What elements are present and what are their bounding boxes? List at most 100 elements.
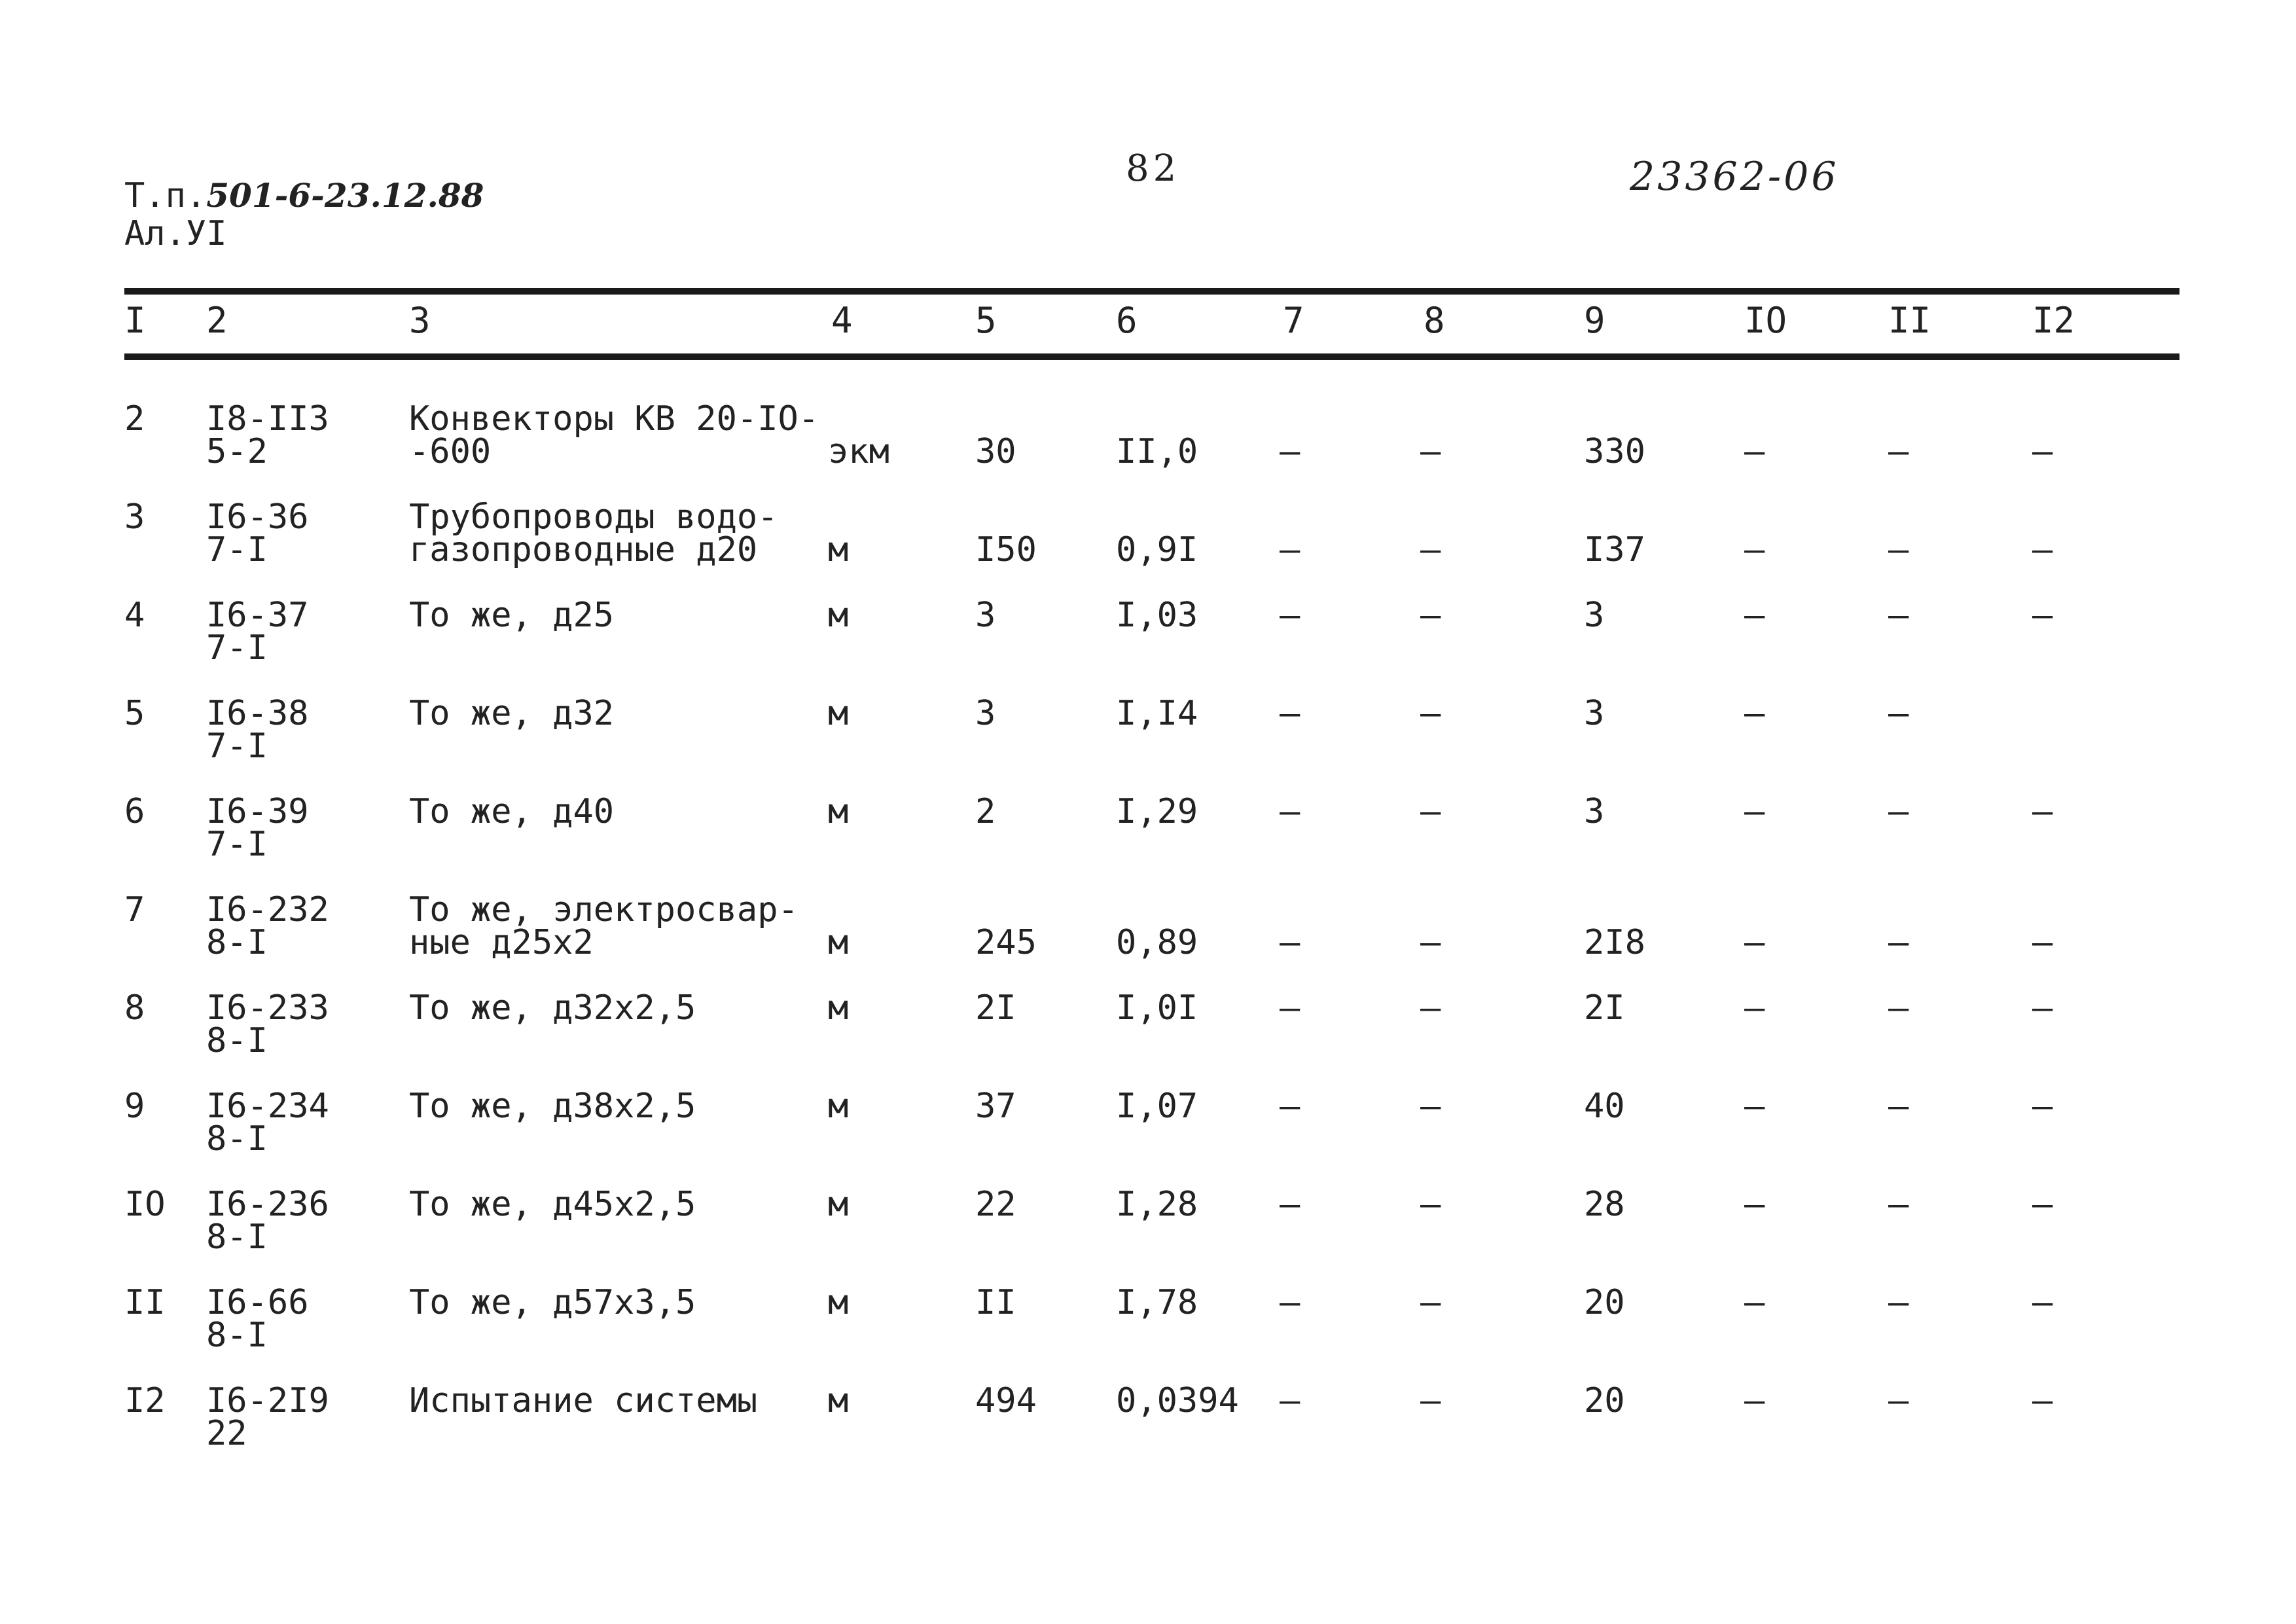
- row-col7: –: [1280, 432, 1300, 471]
- row-number: 3: [124, 497, 145, 537]
- tp-code: 501-6-23.12.88: [206, 176, 484, 215]
- row-price: I,29: [1116, 792, 1198, 831]
- row-col7: –: [1280, 988, 1300, 1028]
- col-header: 5: [975, 300, 997, 341]
- row-col9: 20: [1584, 1283, 1625, 1322]
- row-quantity: II: [975, 1283, 1016, 1322]
- row-name-line1: Трубопроводы водо-: [409, 497, 778, 537]
- row-col10: –: [1744, 694, 1765, 733]
- row-col8: –: [1420, 1381, 1441, 1420]
- row-name-line1: То же, д32х2,5: [409, 988, 696, 1028]
- row-unit: м: [828, 792, 849, 831]
- row-unit: экм: [828, 432, 889, 471]
- row-unit: м: [828, 530, 849, 569]
- row-code-line2: 7-I: [206, 628, 268, 668]
- col-header: 7: [1283, 300, 1304, 341]
- row-quantity: I50: [975, 530, 1037, 569]
- row-number: 4: [124, 596, 145, 635]
- row-name-line1: То же, д32: [409, 694, 615, 733]
- col-header: 3: [409, 300, 431, 341]
- row-unit: м: [828, 1381, 849, 1420]
- row-unit: м: [828, 923, 849, 962]
- row-code-line1: I6-38: [206, 694, 309, 733]
- row-col10: –: [1744, 988, 1765, 1028]
- col-header: 8: [1424, 300, 1445, 341]
- row-col8: –: [1420, 792, 1441, 831]
- row-col10: –: [1744, 1087, 1765, 1126]
- row-col10: –: [1744, 1381, 1765, 1420]
- row-col7: –: [1280, 1087, 1300, 1126]
- row-col12: –: [2032, 1381, 2053, 1420]
- row-col9: 28: [1584, 1185, 1625, 1224]
- row-col12: –: [2032, 792, 2053, 831]
- row-col9: I37: [1584, 530, 1645, 569]
- row-col9: 2I: [1584, 988, 1625, 1028]
- row-price: I,07: [1116, 1087, 1198, 1126]
- col-header: 4: [831, 300, 853, 341]
- tp-prefix: Т.п.: [124, 176, 207, 215]
- row-col8: –: [1420, 596, 1441, 635]
- col-header: I: [124, 300, 146, 341]
- row-quantity: 245: [975, 923, 1037, 962]
- row-quantity: 30: [975, 432, 1016, 471]
- row-code-line2: 8-I: [206, 1119, 268, 1159]
- row-quantity: 2I: [975, 988, 1016, 1028]
- row-col9: 20: [1584, 1381, 1625, 1420]
- row-name-line1: То же, д25: [409, 596, 615, 635]
- row-col11: –: [1888, 1283, 1909, 1322]
- row-col11: –: [1888, 530, 1909, 569]
- row-code-line2: 7-I: [206, 825, 268, 864]
- row-name-line2: ные д25х2: [409, 923, 594, 962]
- row-unit: м: [828, 694, 849, 733]
- row-col10: –: [1744, 596, 1765, 635]
- row-code-line1: I6-2I9: [206, 1381, 329, 1420]
- row-col7: –: [1280, 1283, 1300, 1322]
- page-number: 82: [1126, 147, 1181, 190]
- row-col9: 40: [1584, 1087, 1625, 1126]
- row-price: II,0: [1116, 432, 1198, 471]
- row-number: 8: [124, 988, 145, 1028]
- row-unit: м: [828, 596, 849, 635]
- row-name-line1: То же, электросвар-: [409, 890, 798, 929]
- row-code-line1: I6-39: [206, 792, 309, 831]
- document-reference: Т.п.501-6-23.12.88 Ал.УI: [124, 177, 484, 253]
- row-col10: –: [1744, 530, 1765, 569]
- row-col11: –: [1888, 923, 1909, 962]
- table-header-rule: [124, 353, 2179, 360]
- row-col8: –: [1420, 1283, 1441, 1322]
- row-name-line1: Испытание системы: [409, 1381, 758, 1420]
- row-col11: –: [1888, 1185, 1909, 1224]
- row-col8: –: [1420, 432, 1441, 471]
- row-col8: –: [1420, 530, 1441, 569]
- col-header: II: [1888, 300, 1931, 341]
- row-col8: –: [1420, 1087, 1441, 1126]
- row-number: 9: [124, 1087, 145, 1126]
- row-col11: –: [1888, 792, 1909, 831]
- row-col11: –: [1888, 1087, 1909, 1126]
- row-col9: 2I8: [1584, 923, 1645, 962]
- tp-line: Т.п.501-6-23.12.88: [124, 177, 484, 215]
- row-col10: –: [1744, 432, 1765, 471]
- row-price: I,78: [1116, 1283, 1198, 1322]
- row-col8: –: [1420, 694, 1441, 733]
- row-col11: –: [1888, 596, 1909, 635]
- row-unit: м: [828, 1185, 849, 1224]
- row-col12: –: [2032, 988, 2053, 1028]
- row-col9: 3: [1584, 694, 1605, 733]
- row-price: I,03: [1116, 596, 1198, 635]
- row-col11: –: [1888, 694, 1909, 733]
- row-price: I,I4: [1116, 694, 1198, 733]
- row-name-line2: -600: [409, 432, 492, 471]
- row-quantity: 494: [975, 1381, 1037, 1420]
- col-header: 2: [206, 300, 228, 341]
- row-code-line2: 7-I: [206, 530, 268, 569]
- doc-code: 23362-06: [1630, 154, 1839, 200]
- row-code-line1: I6-234: [206, 1087, 329, 1126]
- row-number: 5: [124, 694, 145, 733]
- row-col12: –: [2032, 530, 2053, 569]
- row-code-line2: 8-I: [206, 1316, 268, 1355]
- row-name-line1: То же, д38х2,5: [409, 1087, 696, 1126]
- row-col7: –: [1280, 596, 1300, 635]
- col-header: 6: [1116, 300, 1138, 341]
- row-col7: –: [1280, 923, 1300, 962]
